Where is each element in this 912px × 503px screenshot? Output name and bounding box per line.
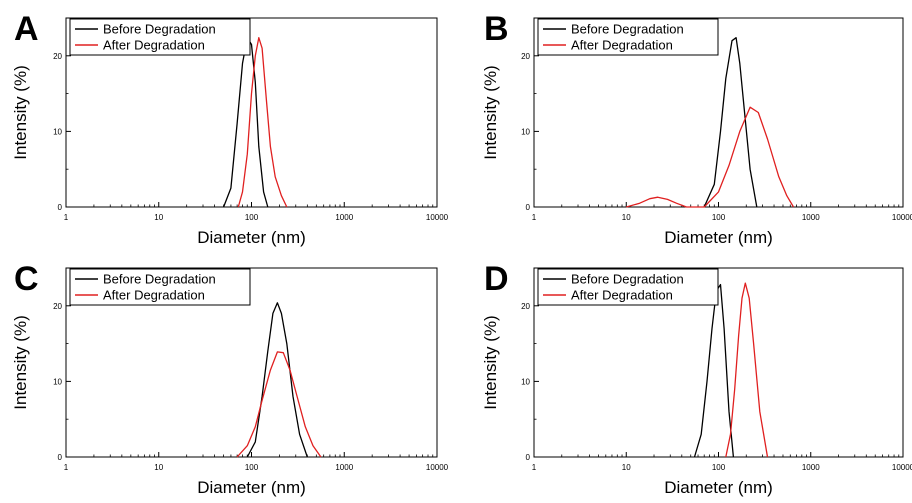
- panel-label: C: [14, 260, 39, 298]
- chart-panel-d: D 1 10 100 1000 10000 0 10 20 Diameter (nm) Intens…: [481, 260, 912, 497]
- legend-box: [537, 18, 719, 56]
- y-tick-label: 10: [521, 127, 530, 136]
- chart-panel-c: C 1 10 100 1000 10000 0 10 20 Diameter (nm) Intens…: [11, 260, 449, 497]
- legend-box: [69, 18, 251, 56]
- y-tick-label: 0: [58, 453, 63, 462]
- y-tick-label: 0: [58, 203, 63, 212]
- series-line: [236, 351, 322, 458]
- x-tick-label: 1: [64, 213, 69, 222]
- series-line: [693, 283, 735, 458]
- x-tick-label: 1: [532, 213, 537, 222]
- y-tick-label: 10: [521, 377, 530, 386]
- y-tick-label: 20: [53, 302, 62, 311]
- legend-entry: Before Degradation: [103, 22, 216, 37]
- x-tick-label: 10: [154, 463, 163, 472]
- y-tick-label: 0: [526, 453, 531, 462]
- legend-entry: After Degradation: [103, 38, 205, 53]
- chart-panel-a: A 1 10 100 1000 10000 0 10 20 Diameter (nm) Intens…: [11, 10, 449, 247]
- x-tick-label: 10000: [892, 463, 912, 472]
- y-axis-label: Intensity (%): [11, 315, 30, 409]
- panel-label: B: [484, 10, 509, 48]
- x-tick-label: 100: [245, 213, 259, 222]
- x-tick-label: 1000: [802, 213, 820, 222]
- legend-entry: After Degradation: [571, 288, 673, 303]
- x-tick-label: 10000: [892, 213, 912, 222]
- y-axis-label: Intensity (%): [481, 65, 500, 159]
- y-tick-label: 20: [521, 52, 530, 61]
- x-tick-label: 10: [622, 213, 631, 222]
- x-tick-label: 1000: [335, 463, 353, 472]
- x-axis-label: Diameter (nm): [664, 478, 773, 497]
- legend-entry: After Degradation: [103, 288, 205, 303]
- x-axis-label: Diameter (nm): [197, 228, 306, 247]
- legend-entry: After Degradation: [571, 38, 673, 53]
- x-tick-label: 10: [154, 213, 163, 222]
- series-line: [725, 282, 769, 458]
- x-tick-label: 1000: [335, 213, 353, 222]
- legend-box: [537, 268, 719, 306]
- legend-box: [69, 268, 251, 306]
- y-tick-label: 20: [521, 302, 530, 311]
- series-line: [237, 37, 288, 208]
- y-tick-label: 10: [53, 127, 62, 136]
- y-axis-label: Intensity (%): [11, 65, 30, 159]
- series-line: [222, 37, 269, 208]
- x-axis-label: Diameter (nm): [197, 478, 306, 497]
- y-tick-label: 20: [53, 52, 62, 61]
- x-axis-label: Diameter (nm): [664, 228, 773, 247]
- panel-label: D: [484, 260, 509, 298]
- series-line: [703, 37, 758, 208]
- series-line: [626, 106, 795, 208]
- y-tick-label: 0: [526, 203, 531, 212]
- x-tick-label: 10000: [426, 213, 449, 222]
- legend-entry: Before Degradation: [103, 272, 216, 287]
- panel-label: A: [14, 10, 39, 48]
- chart-panel-b: B 1 10 100 1000 10000 0 10 20 Diameter (nm) Intens…: [481, 10, 912, 247]
- y-axis-label: Intensity (%): [481, 315, 500, 409]
- x-tick-label: 10: [622, 463, 631, 472]
- y-tick-label: 10: [53, 377, 62, 386]
- x-tick-label: 10000: [426, 463, 449, 472]
- legend-entry: Before Degradation: [571, 22, 684, 37]
- x-tick-label: 1: [532, 463, 537, 472]
- series-line: [246, 302, 308, 458]
- x-tick-label: 100: [712, 463, 726, 472]
- x-tick-label: 100: [245, 463, 259, 472]
- x-tick-label: 1000: [802, 463, 820, 472]
- legend-entry: Before Degradation: [571, 272, 684, 287]
- x-tick-label: 100: [712, 213, 726, 222]
- x-tick-label: 1: [64, 463, 69, 472]
